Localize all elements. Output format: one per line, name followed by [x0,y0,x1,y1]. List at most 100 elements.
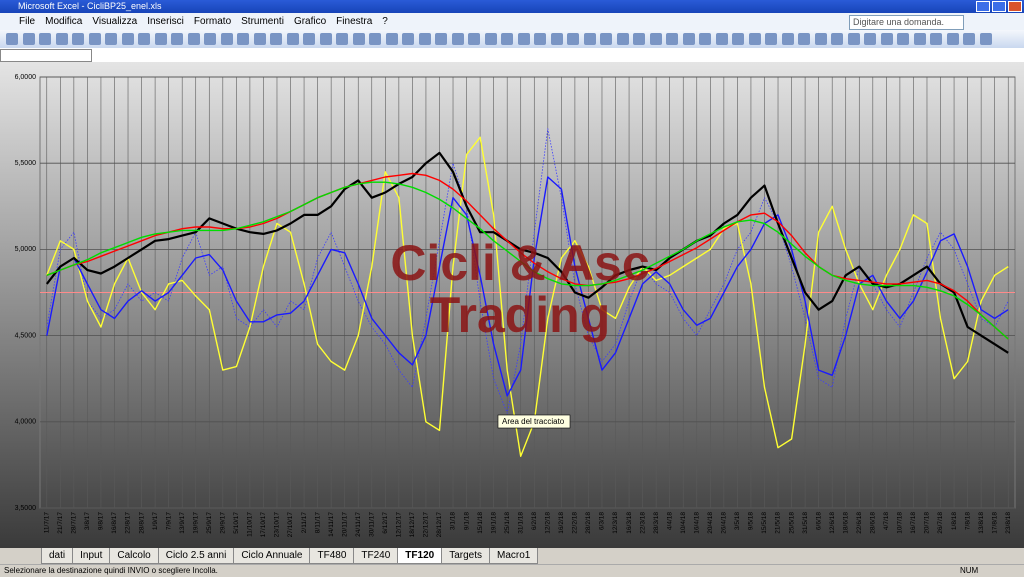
title-bar: Microsoft Excel - CicliBP25_enel.xls [0,0,1024,13]
toolbar-icon[interactable] [897,33,909,45]
menu-item[interactable]: Modifica [45,16,83,27]
maximize-button[interactable] [992,1,1006,12]
series-line [46,181,1009,340]
toolbar-icon[interactable] [88,33,101,45]
toolbar-icon[interactable] [946,33,959,45]
toolbar-icon[interactable] [171,33,183,45]
toolbar-icon[interactable] [699,33,711,45]
toolbar-icon[interactable] [798,33,810,45]
sheet-tab[interactable]: Ciclo Annuale [233,548,311,564]
toolbar-icon[interactable] [253,33,266,45]
toolbar-icon[interactable] [732,33,744,45]
x-tick-label: 1/8/18 [951,512,958,530]
toolbar-icon[interactable] [979,33,992,45]
sheet-tab[interactable]: dati [41,548,74,564]
toolbar-icon[interactable] [154,33,167,45]
toolbar-icon[interactable] [435,33,447,45]
toolbar-icon[interactable] [583,33,596,45]
toolbar-icon[interactable] [567,33,579,45]
sheet-tab[interactable]: Macro1 [489,548,539,564]
toolbar-icon[interactable] [468,33,480,45]
menu-bar: File Modifica Visualizza Inserisci Formato St… [0,13,1024,30]
toolbar-icon[interactable] [39,33,51,45]
tooltip: Area del tracciato [497,414,571,429]
toolbar [0,30,1024,48]
toolbar-icon[interactable] [369,33,381,45]
sheet-tab[interactable]: Targets [441,548,490,564]
toolbar-icon[interactable] [187,33,200,45]
toolbar-icon[interactable] [831,33,843,45]
x-tick-label: 12/12/17 [396,512,403,538]
toolbar-icon[interactable] [336,33,348,45]
menu-item[interactable]: Grafico [293,16,327,27]
toolbar-icon[interactable] [72,33,84,45]
toolbar-icon[interactable] [270,33,282,45]
x-tick-label: 9/1/18 [463,512,470,530]
toolbar-icon[interactable] [220,33,233,45]
toolbar-icon[interactable] [963,33,975,45]
toolbar-icon[interactable] [864,33,876,45]
sheet-tab[interactable]: Input [72,548,111,564]
menu-item[interactable]: ? [382,16,388,27]
toolbar-icon[interactable] [765,33,777,45]
name-box[interactable] [0,49,92,62]
toolbar-icon[interactable] [550,33,563,45]
toolbar-icon[interactable] [616,33,629,45]
toolbar-icon[interactable] [501,33,513,45]
toolbar-icon[interactable] [534,33,546,45]
toolbar-icon[interactable] [286,33,299,45]
toolbar-icon[interactable] [847,33,860,45]
sheet-tab[interactable]: TF240 [353,548,399,564]
toolbar-icon[interactable] [402,33,414,45]
toolbar-icon[interactable] [748,33,761,45]
toolbar-icon[interactable] [814,33,827,45]
y-tick-label: 4,5000 [15,332,37,339]
toolbar-icon[interactable] [517,33,530,45]
toolbar-icon[interactable] [880,33,893,45]
toolbar-icon[interactable] [303,33,315,45]
chart: 11/7/17 21/7/17 28/7/17 3/8/17 9/8/17 16/8/17… [0,62,1024,548]
toolbar-icon[interactable] [138,33,150,45]
x-tick-label: 1/9/17 [152,512,159,530]
toolbar-icon[interactable] [633,33,645,45]
x-tick-label: 20/11/17 [341,512,348,537]
help-box[interactable]: Digitare una domanda. [849,15,964,30]
menu-item[interactable]: Inserisci [147,16,184,27]
menu-item[interactable]: Strumenti [241,16,284,27]
menu-item[interactable]: Formato [193,16,232,27]
toolbar-icon[interactable] [913,33,926,45]
toolbar-icon[interactable] [682,33,695,45]
x-tick-label: 16/8/17 [111,512,118,534]
toolbar-icon[interactable] [319,33,332,45]
toolbar-icon[interactable] [715,33,728,45]
menu-item[interactable]: Visualizza [92,16,138,27]
close-button[interactable] [1008,1,1022,12]
toolbar-icon[interactable] [781,33,794,45]
sheet-tab[interactable]: TF480 [309,548,355,564]
x-tick-label: 11/7/17 [43,512,50,534]
minimize-button[interactable] [976,1,990,12]
toolbar-icon[interactable] [484,33,497,45]
series-line [45,151,1009,354]
toolbar-icon[interactable] [237,33,249,45]
x-tick-label: 10/4/18 [680,512,687,534]
toolbar-icon[interactable] [451,33,464,45]
sheet-tab[interactable]: Calcolo [109,548,159,564]
toolbar-icon[interactable] [649,33,662,45]
toolbar-icon[interactable] [930,33,942,45]
toolbar-icon[interactable] [385,33,398,45]
toolbar-icon[interactable] [204,33,216,45]
toolbar-icon[interactable] [6,33,18,45]
sheet-tab[interactable]: TF120 [397,548,443,564]
toolbar-icon[interactable] [105,33,117,45]
menu-item[interactable]: Finestra [336,16,373,27]
toolbar-icon[interactable] [418,33,431,45]
toolbar-icon[interactable] [352,33,365,45]
toolbar-icon[interactable] [600,33,612,45]
toolbar-icon[interactable] [22,33,35,45]
toolbar-icon[interactable] [666,33,678,45]
sheet-tab[interactable]: Ciclo 2.5 anni [157,548,235,564]
menu-item[interactable]: File [19,16,36,27]
toolbar-icon[interactable] [121,33,134,45]
toolbar-icon[interactable] [55,33,68,45]
